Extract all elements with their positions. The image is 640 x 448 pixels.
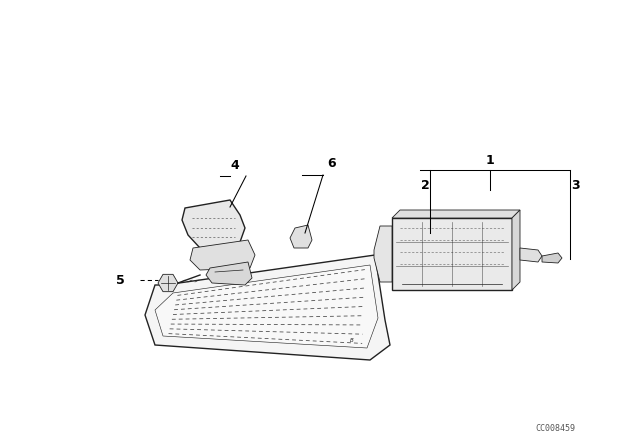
Text: B: B [350,338,354,343]
Polygon shape [392,210,520,218]
Polygon shape [542,253,562,263]
Polygon shape [375,252,398,270]
Polygon shape [155,265,378,348]
FancyBboxPatch shape [392,218,512,290]
Polygon shape [520,248,542,262]
Text: CC008459: CC008459 [535,423,575,432]
Polygon shape [182,200,245,250]
Text: 6: 6 [328,156,336,169]
Text: 2: 2 [420,178,429,191]
Polygon shape [145,255,390,360]
Polygon shape [290,225,312,248]
Text: 3: 3 [571,178,579,191]
Polygon shape [374,226,392,282]
Text: 4: 4 [230,159,239,172]
Text: 1: 1 [486,154,494,167]
Polygon shape [190,240,255,270]
Polygon shape [206,262,252,285]
Polygon shape [512,210,520,290]
Polygon shape [158,274,178,292]
Text: 5: 5 [116,273,124,287]
